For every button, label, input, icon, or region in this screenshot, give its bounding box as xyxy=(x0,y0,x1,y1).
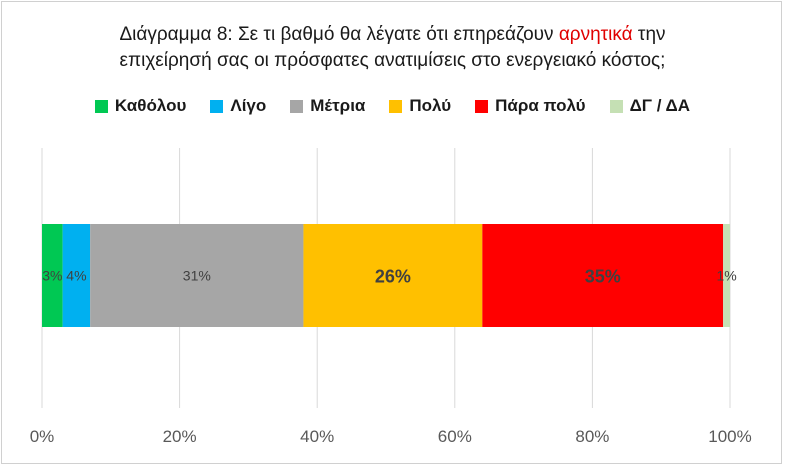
data-label: 35% xyxy=(585,267,621,287)
title-highlight: αρνητικά xyxy=(558,24,633,45)
legend-label: Πολύ xyxy=(409,96,452,115)
legend-item: Πάρα πολύ xyxy=(475,96,586,116)
bar-segment xyxy=(62,224,91,327)
legend-swatch xyxy=(290,99,304,113)
legend-item: Πολύ xyxy=(389,96,451,116)
legend-swatch xyxy=(210,99,224,113)
legend-item: Λίγο xyxy=(210,96,266,116)
data-label: 3% xyxy=(42,268,62,284)
legend-item: Καθόλου xyxy=(94,96,187,116)
x-tick-label: 80% xyxy=(575,427,609,446)
bar-segment xyxy=(90,224,304,327)
x-tick-label: 100% xyxy=(708,427,751,446)
bar-segment xyxy=(42,224,63,327)
bar-segment xyxy=(303,224,483,327)
chart-title: Διάγραμμα 8: Σε τι βαθμό θα λέγατε ότι ε… xyxy=(0,22,785,74)
legend-label: Πάρα πολύ xyxy=(495,96,586,115)
x-tick-label: 40% xyxy=(300,427,334,446)
legend-label: Καθόλου xyxy=(114,96,187,115)
title-text-pre: Διάγραμμα 8: Σε τι βαθμό θα λέγατε ότι ε… xyxy=(119,24,559,45)
legend-item: Μέτρια xyxy=(290,96,365,116)
title-line-1: Διάγραμμα 8: Σε τι βαθμό θα λέγατε ότι ε… xyxy=(0,22,785,48)
legend-label: Μέτρια xyxy=(310,96,366,115)
legend-label: ΔΓ / ΔΑ xyxy=(629,96,691,115)
title-line-2: επιχείρησή σας οι πρόσφατες ανατιμίσεις … xyxy=(119,50,666,71)
data-label: 31% xyxy=(183,268,211,284)
data-label: 4% xyxy=(66,268,86,284)
data-label: 26% xyxy=(375,267,411,287)
legend-swatch xyxy=(609,99,623,113)
legend-swatch xyxy=(389,99,403,113)
legend-item: ΔΓ / ΔΑ xyxy=(609,96,691,116)
legend-swatch xyxy=(94,99,108,113)
x-tick-label: 60% xyxy=(438,427,472,446)
chart-legend: Καθόλου Λίγο Μέτρια Πολύ Πάρα πολύ ΔΓ / ΔΑ xyxy=(0,96,785,116)
legend-swatch xyxy=(475,99,489,113)
data-label: 1% xyxy=(716,268,736,284)
bar-segment xyxy=(482,224,724,327)
legend-label: Λίγο xyxy=(230,96,267,115)
x-tick-label: 20% xyxy=(163,427,197,446)
bar-segment xyxy=(723,224,730,327)
title-text-post: την xyxy=(632,24,666,45)
x-tick-label: 0% xyxy=(30,427,55,446)
